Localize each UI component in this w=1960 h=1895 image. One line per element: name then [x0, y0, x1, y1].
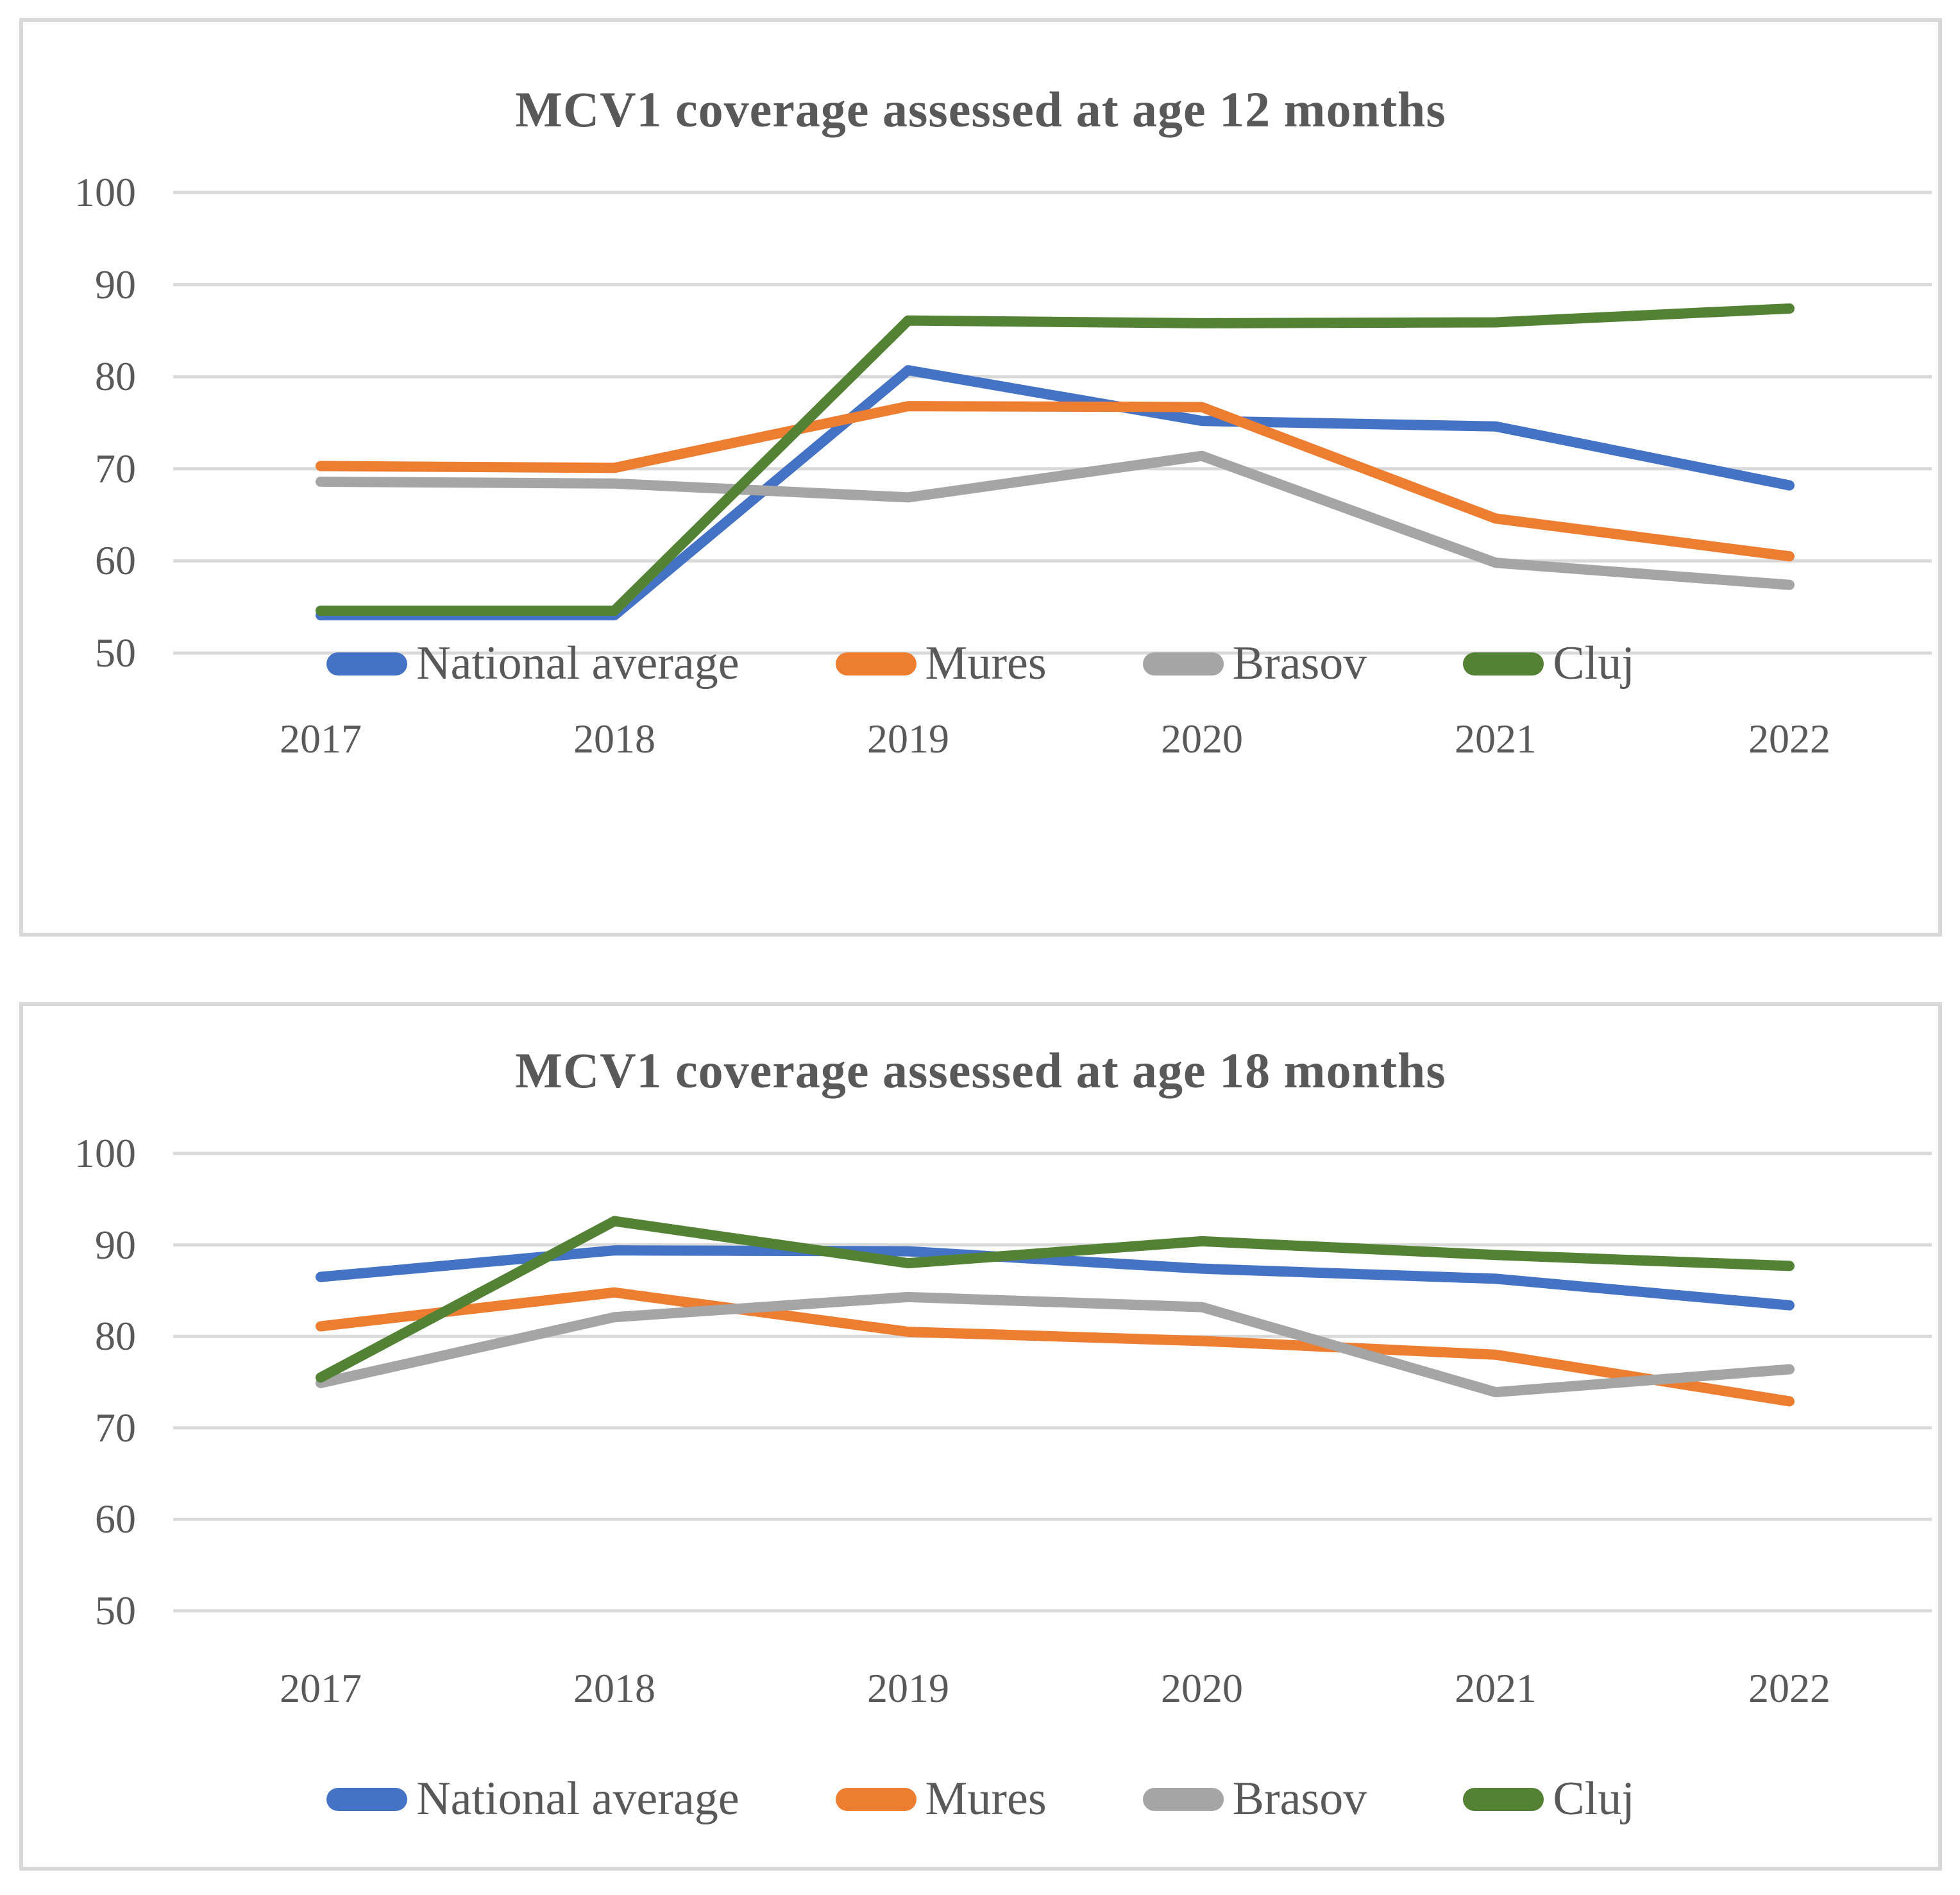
series-line-cluj — [316, 1216, 1795, 1383]
x-axis-year-label: 2017 — [280, 716, 362, 761]
y-axis-tick-label: 70 — [95, 1404, 136, 1450]
legend-item-national-average: National average — [326, 1772, 739, 1826]
legend-item-mures: Mures — [835, 1772, 1047, 1826]
legend-swatch-icon — [1142, 652, 1224, 676]
series-line-mures — [316, 1287, 1795, 1407]
chart-panel-12-months: MCV1 coverage assessed at age 12 months … — [19, 18, 1942, 937]
series-line-brasov — [316, 450, 1795, 590]
y-axis-tick-label: 70 — [95, 445, 136, 491]
legend-item-cluj: Cluj — [1463, 1772, 1635, 1826]
y-axis-tick-label: 50 — [95, 630, 136, 676]
y-axis-tick-label: 50 — [95, 1588, 136, 1633]
legend-label: Mures — [925, 637, 1047, 690]
series-line-national-average — [316, 1245, 1795, 1311]
legend-item-brasov: Brasov — [1142, 636, 1367, 691]
chart-title: MCV1 coverage assessed at age 12 months — [515, 81, 1446, 137]
legend-swatch-icon — [1142, 1787, 1224, 1811]
legend-18-months: National average Mures Brasov Cluj — [23, 1772, 1938, 1826]
legend-item-mures: Mures — [835, 636, 1047, 691]
legend-swatch-icon — [1463, 652, 1544, 676]
legend-item-cluj: Cluj — [1463, 636, 1635, 691]
y-axis-tick-label: 100 — [74, 1130, 136, 1176]
series-line-mures — [316, 401, 1795, 562]
legend-label: Brasov — [1232, 637, 1367, 690]
y-axis-tick-label: 60 — [95, 538, 136, 584]
legend-label: National average — [416, 1772, 739, 1825]
legend-swatch-icon — [326, 652, 408, 676]
legend-swatch-icon — [835, 652, 917, 676]
chart-title: MCV1 coverage assessed at age 18 months — [515, 1042, 1446, 1098]
line-plot-18-months — [173, 1151, 1932, 1613]
line-plot-12-months — [173, 191, 1932, 655]
legend-label: Mures — [925, 1772, 1047, 1825]
x-axis-year-label: 2021 — [1455, 1665, 1537, 1711]
x-axis-year-label: 2018 — [573, 716, 655, 761]
legend-label: National average — [416, 637, 739, 690]
y-axis-tick-label: 90 — [95, 261, 136, 307]
legend-label: Cluj — [1553, 637, 1635, 690]
x-axis-year-label: 2021 — [1455, 716, 1537, 761]
legend-swatch-icon — [835, 1787, 917, 1811]
x-axis-year-label: 2020 — [1161, 716, 1243, 761]
x-axis-year-label: 2022 — [1748, 716, 1830, 761]
legend-item-national-average: National average — [326, 636, 739, 691]
legend-swatch-icon — [1463, 1787, 1544, 1811]
chart-panel-18-months: MCV1 coverage assessed at age 18 months … — [19, 1002, 1942, 1871]
y-axis-tick-label: 80 — [95, 1313, 136, 1359]
legend-label: Cluj — [1553, 1772, 1635, 1825]
series-line-cluj — [316, 303, 1795, 616]
legend-12-months: National average Mures Brasov Cluj — [23, 636, 1938, 691]
legend-swatch-icon — [326, 1787, 408, 1811]
legend-item-brasov: Brasov — [1142, 1772, 1367, 1826]
x-axis-year-label: 2019 — [867, 1665, 949, 1711]
x-axis-year-label: 2018 — [573, 1665, 655, 1711]
y-axis-tick-label: 60 — [95, 1496, 136, 1542]
x-axis-year-label: 2022 — [1748, 1665, 1830, 1711]
series-line-brasov — [316, 1291, 1795, 1398]
y-axis-tick-label: 100 — [74, 169, 136, 215]
x-axis-year-label: 2017 — [280, 1665, 362, 1711]
legend-label: Brasov — [1232, 1772, 1367, 1825]
x-axis-year-label: 2020 — [1161, 1665, 1243, 1711]
y-axis-tick-label: 80 — [95, 353, 136, 400]
x-axis-year-label: 2019 — [867, 716, 949, 761]
y-axis-tick-label: 90 — [95, 1221, 136, 1268]
